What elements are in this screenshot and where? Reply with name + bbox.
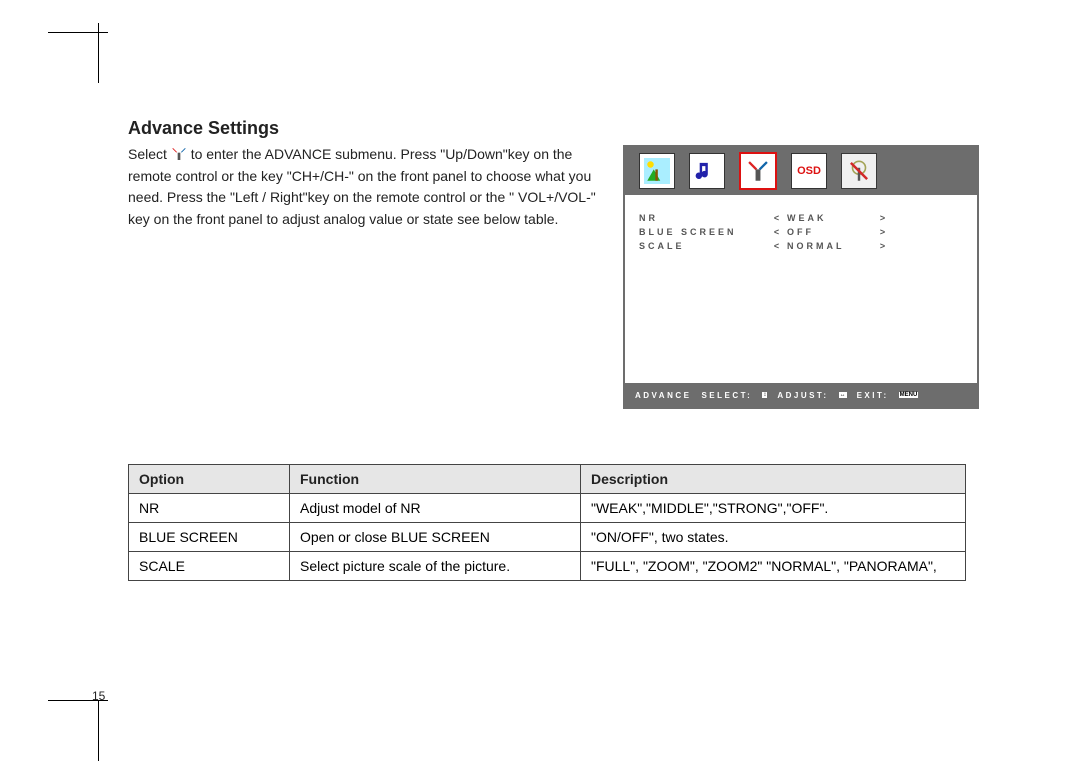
osd-tab-bar: OSD bbox=[625, 147, 977, 195]
leftright-icon: ↔ bbox=[839, 392, 847, 398]
table-header-row: Option Function Description bbox=[129, 465, 966, 494]
right-arrow-icon[interactable]: > bbox=[877, 213, 891, 223]
page-title: Advance Settings bbox=[128, 118, 279, 139]
options-table: Option Function Description NR Adjust mo… bbox=[128, 464, 966, 581]
osd-label: BLUE SCREEN bbox=[639, 227, 769, 237]
osd-options: NR < WEAK > BLUE SCREEN < OFF > SCALE < … bbox=[625, 195, 977, 251]
footer-title: ADVANCE bbox=[635, 391, 691, 400]
table-row: BLUE SCREEN Open or close BLUE SCREEN "O… bbox=[129, 523, 966, 552]
table-row: SCALE Select picture scale of the pictur… bbox=[129, 552, 966, 581]
left-arrow-icon[interactable]: < bbox=[769, 213, 787, 223]
title-word1: Advance bbox=[128, 118, 203, 138]
picture-tab-icon[interactable] bbox=[639, 153, 675, 189]
osd-value: NORMAL bbox=[787, 241, 877, 251]
title-word2: Settings bbox=[203, 118, 279, 138]
cell-description: "WEAK","MIDDLE","STRONG","OFF". bbox=[581, 494, 966, 523]
osd-footer: ADVANCE SELECT: ↕ ADJUST: ↔ EXIT: MENU bbox=[625, 383, 977, 407]
osd-tab-icon[interactable]: OSD bbox=[791, 153, 827, 189]
menu-key: MENU bbox=[899, 392, 919, 398]
advance-tab-icon[interactable] bbox=[739, 152, 777, 190]
osd-label: SCALE bbox=[639, 241, 769, 251]
osd-value: WEAK bbox=[787, 213, 877, 223]
sound-tab-icon[interactable] bbox=[689, 153, 725, 189]
cell-function: Adjust model of NR bbox=[290, 494, 581, 523]
th-description: Description bbox=[581, 465, 966, 494]
footer-exit: EXIT: bbox=[857, 391, 889, 400]
right-arrow-icon[interactable]: > bbox=[877, 241, 891, 251]
osd-row-scale[interactable]: SCALE < NORMAL > bbox=[639, 241, 963, 251]
osd-row-bluescreen[interactable]: BLUE SCREEN < OFF > bbox=[639, 227, 963, 237]
footer-select: SELECT: bbox=[701, 391, 752, 400]
th-function: Function bbox=[290, 465, 581, 494]
page-number: 15 bbox=[92, 689, 105, 703]
body-post: to enter the ADVANCE submenu. Press "Up/… bbox=[128, 146, 596, 227]
wrench-icon bbox=[171, 146, 187, 162]
cell-description: "FULL", "ZOOM", "ZOOM2" "NORMAL", "PANOR… bbox=[581, 552, 966, 581]
cell-function: Open or close BLUE SCREEN bbox=[290, 523, 581, 552]
cell-function: Select picture scale of the picture. bbox=[290, 552, 581, 581]
right-arrow-icon[interactable]: > bbox=[877, 227, 891, 237]
footer-adjust: ADJUST: bbox=[777, 391, 828, 400]
antenna-tab-icon[interactable] bbox=[841, 153, 877, 189]
cell-option: SCALE bbox=[129, 552, 290, 581]
left-arrow-icon[interactable]: < bbox=[769, 241, 787, 251]
instruction-text: Select to enter the ADVANCE submenu. Pre… bbox=[128, 144, 608, 231]
cell-description: "ON/OFF", two states. bbox=[581, 523, 966, 552]
updown-icon: ↕ bbox=[762, 392, 767, 398]
cell-option: BLUE SCREEN bbox=[129, 523, 290, 552]
osd-row-nr[interactable]: NR < WEAK > bbox=[639, 213, 963, 223]
cell-option: NR bbox=[129, 494, 290, 523]
table-row: NR Adjust model of NR "WEAK","MIDDLE","S… bbox=[129, 494, 966, 523]
osd-label: NR bbox=[639, 213, 769, 223]
osd-panel: OSD NR < WEAK > BLUE SCREEN < OFF > SCAL… bbox=[623, 145, 979, 409]
body-pre: Select bbox=[128, 146, 171, 162]
left-arrow-icon[interactable]: < bbox=[769, 227, 787, 237]
th-option: Option bbox=[129, 465, 290, 494]
osd-value: OFF bbox=[787, 227, 877, 237]
